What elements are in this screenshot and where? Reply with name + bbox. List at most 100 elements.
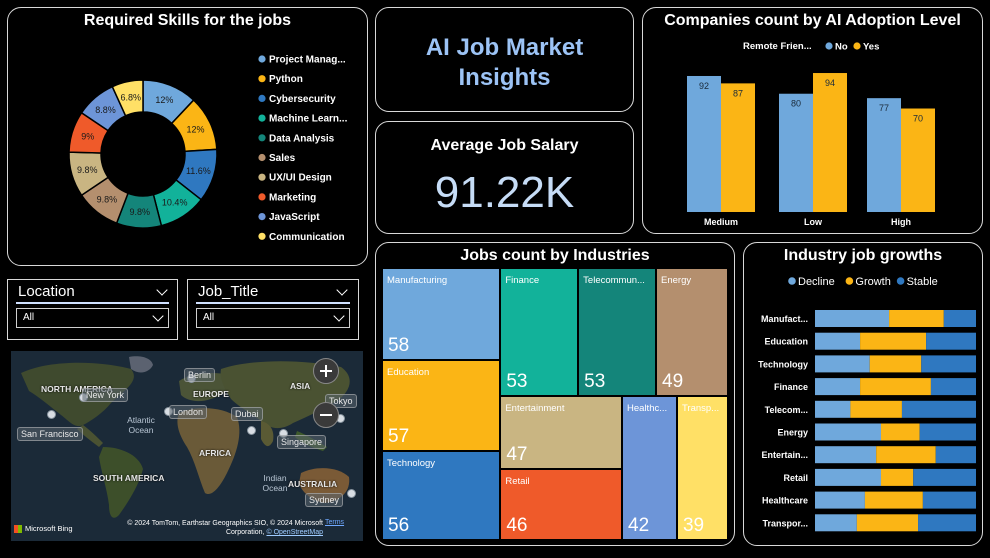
location-slicer-label: Location [18,283,75,300]
legend-entry[interactable]: Python [269,74,303,85]
stacked-bar-segment[interactable] [860,378,931,396]
stacked-bar-segment[interactable] [930,378,976,396]
salary-value: 91.22K [434,168,575,217]
stacked-bar-segment[interactable] [850,400,902,418]
x-tick-label: Medium [704,217,738,227]
treemap-tile[interactable]: Finance 53 [500,268,579,397]
x-tick-label: High [891,217,911,227]
legend-entry[interactable]: Communication [269,232,345,243]
donut-slice[interactable] [111,79,144,117]
stacked-bar-segment[interactable] [815,310,890,327]
treemap-tile[interactable]: Healthc... 42 [622,396,677,540]
bar[interactable] [779,93,813,212]
stacked-bar-segment[interactable] [913,468,976,486]
map-city-label: Dubai [231,407,263,421]
legend-entry[interactable]: JavaScript [269,212,320,223]
legend-entry[interactable]: Machine Learn... [269,114,348,125]
legend-entry[interactable]: Sales [269,153,296,164]
zoom-out-button[interactable] [313,402,339,428]
bar[interactable] [901,108,935,212]
stacked-bar-segment[interactable] [889,310,944,327]
growth-title: Industry job growths [783,247,943,264]
treemap-tile-label: Retail [505,475,530,487]
minus-icon [320,414,332,416]
bar-data-label: 70 [913,114,923,124]
map-terms-link[interactable]: Terms [325,519,345,526]
stacked-bar-segment[interactable] [815,423,882,441]
treemap-tile[interactable]: Education 57 [382,360,501,451]
stacked-bar-segment[interactable] [935,446,976,464]
legend-entry[interactable]: No [835,42,848,53]
stacked-bar-segment[interactable] [860,332,927,350]
treemap-tile[interactable]: Manufacturing 58 [382,268,501,361]
treemap-tile[interactable]: Transp... 39 [676,396,728,540]
map-ocean-label: Atlantic Ocean [127,415,155,435]
treemap-tile-value: 47 [506,443,528,465]
map-region-label: NORTH AMERICA [41,384,113,394]
chevron-down-icon[interactable] [156,284,168,296]
map-location-dot[interactable] [247,426,256,435]
treemap-tile[interactable]: Retail 46 [500,468,622,540]
donut-data-label: 9.8% [97,194,118,204]
map-location-dot[interactable] [47,410,56,419]
stacked-bar-segment[interactable] [815,400,851,418]
donut-data-label: 8.8% [95,105,116,115]
legend-entry[interactable]: Marketing [269,192,316,203]
stacked-bar-segment[interactable] [815,332,861,350]
bar[interactable] [867,98,901,212]
legend-entry[interactable]: Stable [907,276,938,288]
stacked-bar-segment[interactable] [881,468,914,486]
legend-entry[interactable]: Yes [863,42,879,53]
stacked-bar-segment[interactable] [815,514,857,532]
world-map[interactable]: NORTH AMERICA EUROPE ASIA AFRICA SOUTH A… [11,351,363,541]
stacked-bar-segment[interactable] [943,310,976,327]
stacked-bar-segment[interactable] [919,423,976,441]
bar[interactable] [721,83,755,212]
donut-data-label: 6.8% [120,92,141,102]
legend-entry[interactable]: Decline [798,276,835,288]
stacked-bar-segment[interactable] [815,468,882,486]
stacked-bar-segment[interactable] [881,423,920,441]
treemap-tile[interactable]: Technology 56 [382,450,501,540]
bar[interactable] [687,75,721,212]
stacked-bar-segment[interactable] [921,355,976,373]
stacked-bar-segment[interactable] [901,400,976,418]
treemap-tile[interactable]: Energy 49 [656,268,728,397]
map-location-dot[interactable] [347,489,356,498]
legend-marker-icon [788,277,796,285]
legend-entry[interactable]: UX/UI Design [269,173,332,184]
stacked-bar-segment[interactable] [922,491,976,509]
donut-data-label: 12% [155,95,173,105]
stacked-bar-segment[interactable] [815,446,877,464]
stacked-bar-segment[interactable] [918,514,976,532]
legend-marker-icon [258,55,266,63]
stacked-bar-segment[interactable] [926,332,976,350]
legend-entry[interactable]: Data Analysis [269,133,335,144]
stacked-bar-segment[interactable] [869,355,922,373]
stacked-bar-segment[interactable] [815,355,870,373]
slicer-underline [196,302,350,304]
bar[interactable] [813,73,847,212]
industries-panel: Jobs count by Industries Manufacturing 58… [375,242,735,546]
treemap-tile[interactable]: Entertainment 47 [500,396,622,469]
map-attribution-link[interactable]: © OpenStreetMap [266,529,323,536]
stacked-bar-segment[interactable] [815,491,865,509]
location-dropdown[interactable]: All [16,308,169,328]
zoom-in-button[interactable] [313,358,339,384]
job-title-dropdown[interactable]: All [196,308,350,328]
donut-data-label: 9.8% [129,207,150,217]
map-ocean-label: Indian Ocean [262,473,288,493]
treemap-tile-label: Entertainment [505,403,565,415]
treemap-tile[interactable]: Telecommun... 53 [578,268,657,397]
chevron-down-icon[interactable] [336,284,348,296]
stacked-bar-segment[interactable] [856,514,919,532]
stacked-bar-segment[interactable] [815,378,861,396]
legend-entry[interactable]: Cybersecurity [269,94,336,105]
stacked-bar-segment[interactable] [864,491,923,509]
stacked-bar-segment[interactable] [876,446,936,464]
legend-entry[interactable]: Growth [855,276,890,288]
map-city-label: San Francisco [17,427,83,441]
treemap-tile-value: 53 [506,371,528,393]
legend-marker-icon [258,134,266,142]
legend-entry[interactable]: Project Manag... [269,55,346,66]
